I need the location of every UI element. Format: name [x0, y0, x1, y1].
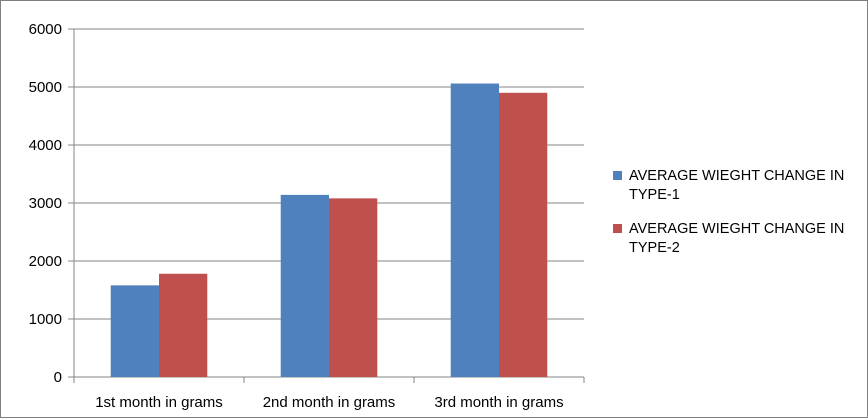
y-tick-label: 5000: [29, 79, 62, 96]
y-tick-label: 6000: [29, 21, 62, 38]
legend-item-type-2: AVERAGE WIEGHT CHANGE IN TYPE-2: [613, 221, 844, 256]
legend-label-line: TYPE-1: [629, 187, 680, 203]
x-category-label: 1st month in grams: [95, 394, 223, 411]
x-category-label: 2nd month in grams: [263, 394, 396, 411]
y-tick-label: 3000: [29, 195, 62, 212]
bar-series-2-category-1: [159, 273, 208, 377]
x-category-label: 3rd month in grams: [434, 394, 563, 411]
bar-series-1-category-1: [110, 285, 159, 377]
legend-label-line: AVERAGE WIEGHT CHANGE IN: [629, 168, 844, 184]
legend-label-line: TYPE-2: [629, 240, 680, 256]
axis-labels: 0 1000 2000 3000 4000 5000 6000 1st month in gr…: [29, 21, 564, 411]
y-tick-label: 2000: [29, 253, 62, 270]
bar-series-1-category-2: [280, 194, 329, 377]
y-tick-label: 4000: [29, 137, 62, 154]
legend-swatch: [613, 224, 622, 233]
y-tick-label: 0: [54, 369, 62, 386]
bar-series-2-category-3: [499, 92, 548, 378]
legend-swatch: [613, 171, 622, 180]
legend-label-line: AVERAGE WIEGHT CHANGE IN: [629, 221, 844, 237]
bar-series-1-category-3: [450, 83, 499, 378]
legend-item-type-1: AVERAGE WIEGHT CHANGE IN TYPE-1: [613, 168, 844, 203]
bars: [110, 83, 548, 378]
bar-series-2-category-2: [329, 198, 378, 377]
y-tick-label: 1000: [29, 311, 62, 328]
